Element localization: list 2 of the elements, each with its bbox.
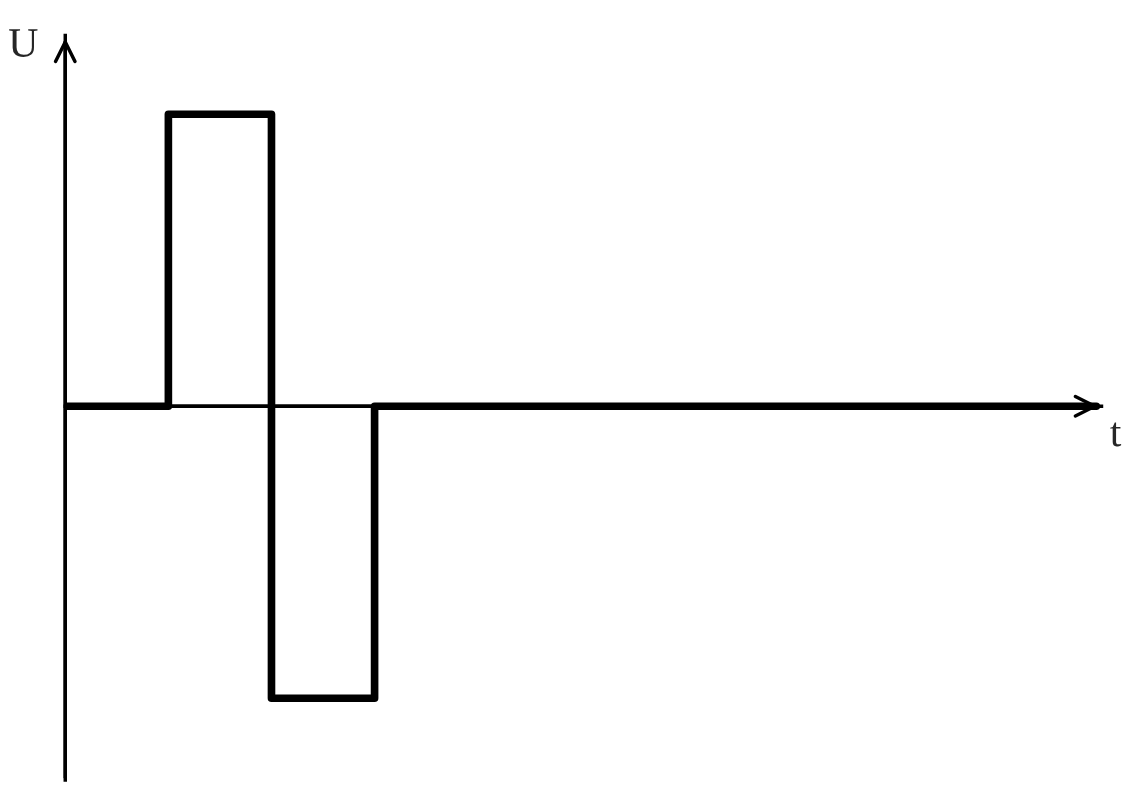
- y-axis-title: U: [9, 29, 38, 58]
- x-axis-title: t: [1110, 422, 1122, 447]
